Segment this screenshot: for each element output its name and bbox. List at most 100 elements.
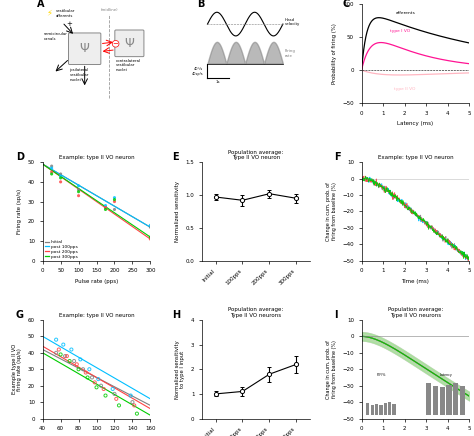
Title: Population average:
Type II VO neuron: Population average: Type II VO neuron [228,150,283,160]
Point [93,384,100,391]
Point [68,346,75,353]
Point [111,206,118,213]
Point [102,202,109,209]
Point [127,392,135,399]
Point [111,198,118,205]
Point [77,356,84,363]
Text: I: I [335,310,338,320]
Point [48,164,55,171]
Point [146,234,154,241]
Point [102,206,109,213]
Point [146,224,154,231]
Text: contralateral
vestibular
nuclei: contralateral vestibular nuclei [116,58,141,72]
Point [111,194,118,201]
Text: Ψ: Ψ [80,42,90,55]
Point [48,163,55,170]
Point [102,204,109,211]
Point [82,369,90,376]
Point [84,374,91,381]
Point [128,399,136,405]
Text: G: G [16,310,24,320]
Y-axis label: Firing rate (sp/s): Firing rate (sp/s) [18,189,22,234]
Title: Population average:
Type II VO neurons: Population average: Type II VO neurons [388,307,443,318]
Y-axis label: Change in cum. prob. of
firing from baseline (%): Change in cum. prob. of firing from base… [326,182,337,241]
Point [109,385,117,392]
Point [60,341,67,348]
Text: 40°/s
40sp/s: 40°/s 40sp/s [191,67,203,76]
Point [111,196,118,203]
X-axis label: Pulse rate (pps): Pulse rate (pps) [75,279,118,284]
Point [75,182,82,189]
Point [75,186,82,193]
Text: F: F [335,152,341,162]
Text: Ψ: Ψ [125,37,134,50]
Point [66,358,73,364]
Y-axis label: Normalized sensitivity: Normalized sensitivity [175,181,180,242]
Point [48,169,55,176]
Point [112,395,120,402]
Point [57,170,64,177]
FancyBboxPatch shape [115,30,144,57]
Point [73,361,81,368]
Text: afferents: afferents [396,11,416,15]
Text: C: C [342,0,349,10]
Point [55,346,63,353]
Text: B: B [197,0,204,10]
Point [111,390,118,397]
Text: Head
velocity: Head velocity [285,18,301,27]
X-axis label: Time (ms): Time (ms) [401,279,429,284]
Point [94,376,102,383]
Title: Example: type II VO neuron: Example: type II VO neuron [59,155,134,160]
Text: 1s: 1s [216,80,220,84]
Title: Example: type II VO neuron: Example: type II VO neuron [59,313,134,318]
Y-axis label: Probability of firing (%): Probability of firing (%) [332,23,337,84]
Legend: Initial, post 100pps, post 200pps, post 300pps: Initial, post 100pps, post 200pps, post … [45,240,77,259]
Text: (midline): (midline) [100,8,118,12]
Point [75,192,82,199]
Point [48,170,55,177]
Y-axis label: Change in cum. prob. of
firing from baseline (%): Change in cum. prob. of firing from base… [326,340,337,399]
Point [146,222,154,229]
Text: +: + [66,21,72,27]
Point [57,351,64,358]
Point [115,402,123,409]
Text: Firing
rate: Firing rate [285,49,296,58]
Y-axis label: Normalized sensitivity
to type I input: Normalized sensitivity to type I input [174,340,185,399]
Point [85,366,93,373]
Point [133,410,141,417]
Y-axis label: Example type II VO
firing rate (sp/s): Example type II VO firing rate (sp/s) [12,344,22,395]
Point [63,353,71,360]
Text: −: − [113,41,118,47]
Text: semicircular
canals: semicircular canals [44,32,68,41]
Text: E: E [172,152,179,162]
Point [75,366,82,373]
Point [88,374,96,381]
Point [79,366,87,373]
Point [130,402,138,409]
Point [52,336,60,343]
Point [57,174,64,181]
Point [52,349,60,356]
Point [57,173,64,180]
Point [102,204,109,211]
Text: type I VO: type I VO [390,29,410,33]
Text: type II VO: type II VO [394,87,415,91]
Point [57,178,64,185]
Point [91,379,99,386]
Text: ⚡: ⚡ [46,8,52,17]
Point [61,353,69,360]
Text: D: D [16,152,24,162]
Point [100,385,108,392]
X-axis label: Latency (ms): Latency (ms) [397,121,433,126]
Title: Example: type II VO neuron: Example: type II VO neuron [378,155,453,160]
Point [102,392,109,399]
Title: Population average:
Type II VO neurons: Population average: Type II VO neurons [228,307,283,318]
Point [75,188,82,195]
Text: H: H [172,310,180,320]
Point [97,382,105,389]
Point [70,358,78,364]
Text: A: A [37,0,45,10]
FancyBboxPatch shape [69,33,101,65]
Text: ipsilateral
vestibular
nuclei: ipsilateral vestibular nuclei [70,68,89,82]
Point [146,235,154,242]
